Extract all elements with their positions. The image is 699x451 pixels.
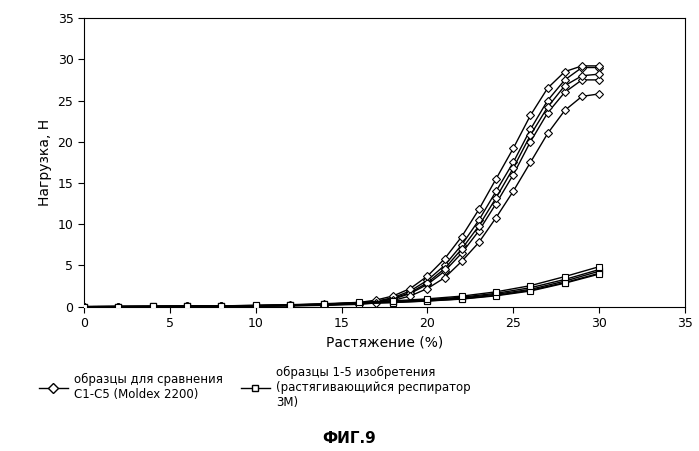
X-axis label: Растяжение (%): Растяжение (%) [326, 336, 443, 350]
Y-axis label: Нагрузка, Н: Нагрузка, Н [38, 119, 52, 206]
Legend: образцы для сравнения
C1-C5 (Moldex 2200), образцы 1-5 изобретения
(растягивающи: образцы для сравнения C1-C5 (Moldex 2200… [34, 361, 475, 414]
Text: ФИГ.9: ФИГ.9 [323, 432, 376, 446]
